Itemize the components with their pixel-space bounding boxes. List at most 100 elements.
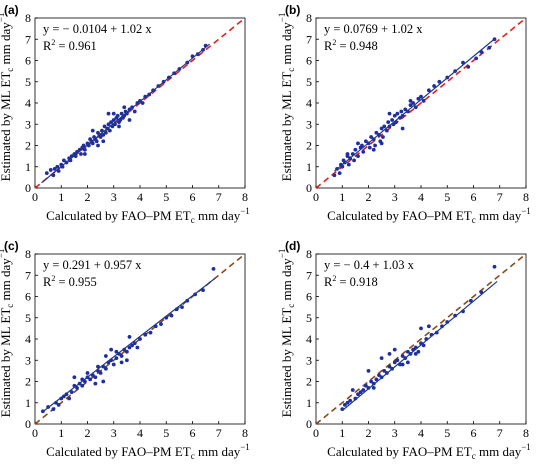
y-tick-label: 0 bbox=[306, 181, 312, 195]
data-point bbox=[127, 334, 132, 339]
data-point bbox=[69, 390, 74, 395]
data-point bbox=[101, 379, 106, 384]
data-point bbox=[408, 103, 413, 108]
data-point bbox=[106, 122, 111, 127]
y-tick-label: 8 bbox=[306, 11, 312, 25]
y-tick-label: 6 bbox=[25, 54, 31, 68]
x-tick-label: 1 bbox=[58, 190, 64, 204]
data-point bbox=[363, 383, 368, 388]
data-point bbox=[55, 164, 60, 169]
x-tick-label: 6 bbox=[471, 426, 477, 440]
data-point bbox=[109, 120, 114, 125]
data-point bbox=[352, 158, 356, 163]
y-tick-label: 5 bbox=[306, 75, 312, 89]
data-point bbox=[122, 105, 127, 110]
x-tick-label: 2 bbox=[366, 426, 372, 440]
y-tick-label: 7 bbox=[306, 32, 312, 46]
data-point bbox=[356, 141, 360, 146]
x-tick-label: 3 bbox=[111, 426, 117, 440]
data-point bbox=[346, 162, 351, 167]
data-point bbox=[426, 88, 431, 93]
data-point bbox=[88, 377, 93, 382]
data-point bbox=[361, 388, 366, 392]
panel-label: (d) bbox=[285, 239, 300, 253]
y-tick-label: 2 bbox=[25, 139, 31, 153]
data-point bbox=[211, 266, 216, 271]
data-point bbox=[90, 141, 95, 146]
regression-equation: y = 0.291 + 0.957 x bbox=[43, 258, 142, 272]
identity-line bbox=[315, 253, 527, 425]
data-point bbox=[416, 349, 421, 354]
x-tick-label: 8 bbox=[242, 190, 248, 204]
data-point bbox=[392, 113, 397, 118]
r-squared: R2 = 0.955 bbox=[43, 274, 97, 289]
data-point bbox=[119, 111, 124, 116]
x-axis-title: Calculated by FAO–PM ETc mm day−1 bbox=[327, 206, 531, 225]
x-tick-label: 3 bbox=[111, 190, 117, 204]
data-point bbox=[400, 362, 405, 367]
data-point bbox=[48, 168, 53, 172]
data-point bbox=[93, 375, 98, 380]
data-point bbox=[386, 120, 391, 125]
y-tick-label: 2 bbox=[306, 139, 312, 153]
data-point bbox=[345, 152, 350, 156]
data-point bbox=[119, 360, 124, 365]
data-point bbox=[98, 135, 103, 139]
y-tick-label: 5 bbox=[25, 311, 31, 325]
y-tick-label: 4 bbox=[25, 96, 31, 110]
data-point bbox=[81, 143, 86, 148]
data-point bbox=[94, 139, 99, 144]
x-tick-label: 5 bbox=[163, 426, 169, 440]
data-point bbox=[350, 388, 355, 392]
data-point bbox=[421, 98, 426, 103]
data-point bbox=[111, 118, 116, 122]
data-point bbox=[408, 98, 413, 103]
data-point bbox=[374, 377, 379, 382]
data-point bbox=[405, 360, 410, 365]
data-point bbox=[360, 143, 364, 148]
x-tick-label: 4 bbox=[418, 426, 424, 440]
data-point bbox=[101, 139, 106, 144]
y-tick-label: 5 bbox=[306, 311, 312, 325]
regression-line bbox=[341, 281, 498, 412]
x-tick-label: 5 bbox=[444, 190, 450, 204]
data-point bbox=[111, 362, 116, 367]
data-point bbox=[345, 400, 350, 405]
panel-label: (c) bbox=[4, 239, 19, 253]
data-point bbox=[127, 345, 132, 350]
data-point bbox=[395, 358, 400, 363]
y-tick-label: 1 bbox=[306, 396, 312, 410]
data-point bbox=[106, 111, 111, 116]
x-tick-label: 2 bbox=[85, 190, 91, 204]
data-point bbox=[67, 396, 72, 401]
x-tick-label: 4 bbox=[418, 190, 424, 204]
x-tick-label: 1 bbox=[339, 426, 345, 440]
panel-3: 0 1 2 3 4 5 6 7 8 0 1 2 3 4 5 6 7 8 (c) y = 0.291 + 0.957 x… bbox=[0, 239, 250, 461]
x-tick-label: 0 bbox=[313, 426, 319, 440]
data-point bbox=[114, 349, 119, 354]
data-point bbox=[437, 79, 442, 84]
y-tick-label: 0 bbox=[25, 181, 31, 195]
y-tick-label: 4 bbox=[306, 332, 312, 346]
data-point bbox=[119, 354, 124, 358]
data-point bbox=[56, 402, 61, 407]
data-point bbox=[109, 347, 114, 352]
y-axis-title: Estimated by ML ETc mm day−1 bbox=[277, 13, 296, 182]
data-point bbox=[80, 383, 85, 388]
data-point bbox=[369, 379, 374, 384]
data-point bbox=[82, 147, 87, 152]
data-point bbox=[44, 171, 49, 176]
regression-equation: y = − 0.4 + 1.03 x bbox=[324, 258, 415, 272]
x-tick-label: 7 bbox=[216, 426, 222, 440]
x-axis-title: Calculated by FAO–PM ETc mm day−1 bbox=[327, 442, 531, 461]
data-point bbox=[419, 326, 423, 331]
regression-line bbox=[42, 278, 216, 413]
data-point bbox=[487, 45, 492, 50]
x-tick-label: 8 bbox=[242, 426, 248, 440]
data-point bbox=[140, 101, 145, 105]
data-point bbox=[387, 111, 392, 116]
data-point bbox=[379, 141, 384, 146]
data-point bbox=[366, 368, 371, 373]
y-tick-label: 1 bbox=[25, 160, 31, 174]
